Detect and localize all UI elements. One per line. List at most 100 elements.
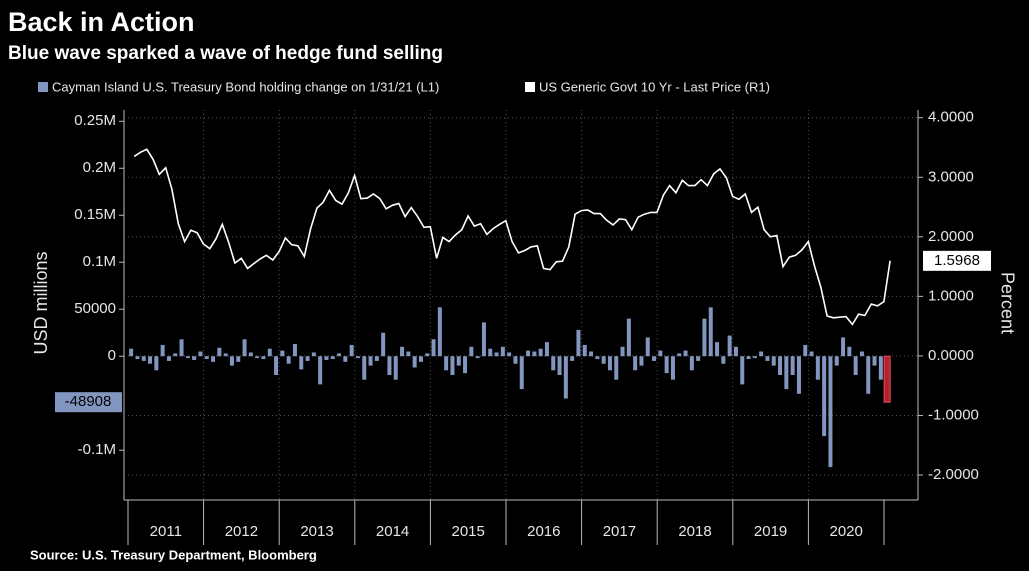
bar	[311, 352, 316, 357]
y-tick-label: 0.2M	[83, 159, 116, 176]
bar	[469, 346, 474, 357]
y-tick-label: 0.25M	[74, 112, 116, 129]
bar	[790, 356, 795, 376]
bar	[677, 353, 682, 357]
x-tick-label: 2017	[603, 523, 636, 540]
x-tick-label: 2020	[830, 523, 863, 540]
bar	[620, 346, 625, 357]
bar	[771, 356, 776, 366]
bar	[815, 356, 820, 380]
bar	[418, 356, 423, 362]
bar	[796, 356, 801, 394]
bar	[702, 318, 707, 357]
bar	[752, 356, 757, 359]
y-tick-label: 0	[108, 347, 116, 364]
legend-label: Cayman Island U.S. Treasury Bond holding…	[52, 79, 439, 94]
bar	[400, 346, 405, 357]
bar	[393, 356, 398, 380]
x-tick-label: 2013	[300, 523, 333, 540]
bar	[229, 356, 234, 366]
bar	[236, 356, 241, 362]
bar	[570, 356, 575, 361]
bar	[198, 351, 203, 357]
chart-subtitle: Blue wave sparked a wave of hedge fund s…	[8, 43, 443, 64]
chart-title: Back in Action	[8, 7, 195, 37]
bar	[582, 344, 587, 357]
bar	[412, 356, 417, 368]
bar	[337, 353, 342, 357]
bar	[633, 356, 638, 371]
bar	[185, 356, 190, 359]
legend-label: US Generic Govt 10 Yr - Last Price (R1)	[539, 79, 770, 94]
bar	[274, 356, 279, 376]
bar	[563, 356, 568, 399]
bar	[248, 352, 253, 357]
legend-swatch	[525, 82, 535, 92]
bar	[211, 356, 216, 362]
bar	[431, 339, 436, 357]
bar	[223, 353, 228, 357]
y-axis-label: USD millions	[31, 251, 51, 354]
bar	[853, 356, 858, 376]
line	[133, 148, 891, 326]
bar	[847, 346, 852, 357]
bar	[778, 356, 783, 376]
bar	[557, 356, 562, 376]
bar	[721, 356, 726, 364]
bar	[507, 352, 512, 357]
bar	[299, 356, 304, 370]
bar	[318, 356, 323, 385]
bar	[872, 356, 877, 366]
bar	[217, 347, 222, 357]
bar	[519, 356, 524, 390]
bar	[192, 356, 197, 360]
bar	[803, 344, 808, 357]
bar	[160, 344, 165, 357]
bar	[696, 356, 701, 361]
bar	[601, 356, 606, 364]
x-tick-label: 2011	[150, 523, 182, 540]
bar	[733, 346, 738, 357]
x-tick-label: 2015	[452, 523, 485, 540]
bar	[652, 356, 657, 361]
bar	[355, 356, 360, 359]
bar	[425, 353, 430, 357]
bar	[129, 348, 134, 357]
value-label: -48908	[65, 393, 112, 410]
y-tick-label: 0.15M	[74, 206, 116, 223]
bar	[450, 356, 455, 376]
bar	[292, 344, 297, 357]
bar	[280, 350, 285, 357]
bar	[614, 356, 619, 380]
x-tick-label: 2016	[527, 523, 560, 540]
bar	[368, 356, 373, 366]
bar	[670, 356, 675, 380]
source: Source: U.S. Treasury Department, Bloomb…	[30, 547, 317, 562]
bar	[576, 329, 581, 357]
bar	[173, 353, 178, 357]
bar	[305, 356, 310, 361]
bar	[463, 356, 468, 374]
bar	[381, 332, 386, 357]
x-tick-label: 2019	[754, 523, 787, 540]
bar	[626, 318, 631, 357]
y2-tick-label: 3.0000	[928, 168, 974, 185]
bar	[683, 350, 688, 357]
bar	[500, 346, 505, 357]
y-tick-label: -0.1M	[78, 441, 116, 458]
bar	[349, 344, 354, 357]
bar	[330, 356, 335, 360]
bar	[526, 350, 531, 357]
bar	[135, 356, 140, 360]
bar	[834, 356, 839, 366]
bar	[362, 356, 367, 380]
bar	[286, 356, 291, 364]
bar	[494, 352, 499, 357]
bar	[765, 356, 770, 361]
bar	[179, 339, 184, 357]
y2-tick-label: 2.0000	[928, 228, 974, 245]
value-label-box	[55, 392, 122, 413]
x-tick-label: 2012	[225, 523, 258, 540]
bar	[658, 350, 663, 357]
bar	[513, 356, 518, 364]
